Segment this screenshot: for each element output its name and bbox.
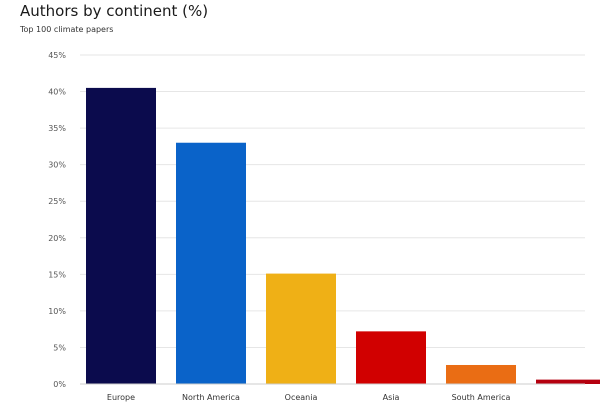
chart-title: Authors by continent (%) — [20, 2, 209, 20]
bar — [536, 379, 600, 384]
y-tick-label: 30% — [48, 161, 66, 170]
chart-subtitle: Top 100 climate papers — [20, 25, 114, 34]
y-axis-ticks: 0% 5% 10% 15% 20% 25% 30% 35% 40% 45% — [48, 51, 66, 389]
bars — [86, 87, 600, 385]
x-axis-labels: Europe North America Oceania Asia South Amer… — [107, 393, 511, 402]
bar — [446, 364, 516, 384]
bar — [176, 142, 246, 384]
y-tick-label: 35% — [48, 124, 66, 133]
bar — [266, 273, 336, 384]
y-tick-label: 5% — [53, 343, 66, 352]
bar — [356, 331, 426, 384]
x-tick-label: South America — [452, 393, 511, 402]
y-tick-label: 20% — [48, 234, 66, 243]
x-tick-label: Oceania — [285, 393, 318, 402]
y-tick-label: 10% — [48, 307, 66, 316]
y-tick-label: 45% — [48, 51, 66, 60]
x-tick-label: Asia — [383, 393, 400, 402]
y-tick-label: 25% — [48, 197, 66, 206]
x-tick-label: North America — [182, 393, 240, 402]
y-tick-label: 0% — [53, 380, 66, 389]
y-tick-label: 40% — [48, 88, 66, 97]
x-tick-label: Europe — [107, 393, 135, 402]
bar — [86, 87, 156, 385]
y-tick-label: 15% — [48, 270, 66, 279]
